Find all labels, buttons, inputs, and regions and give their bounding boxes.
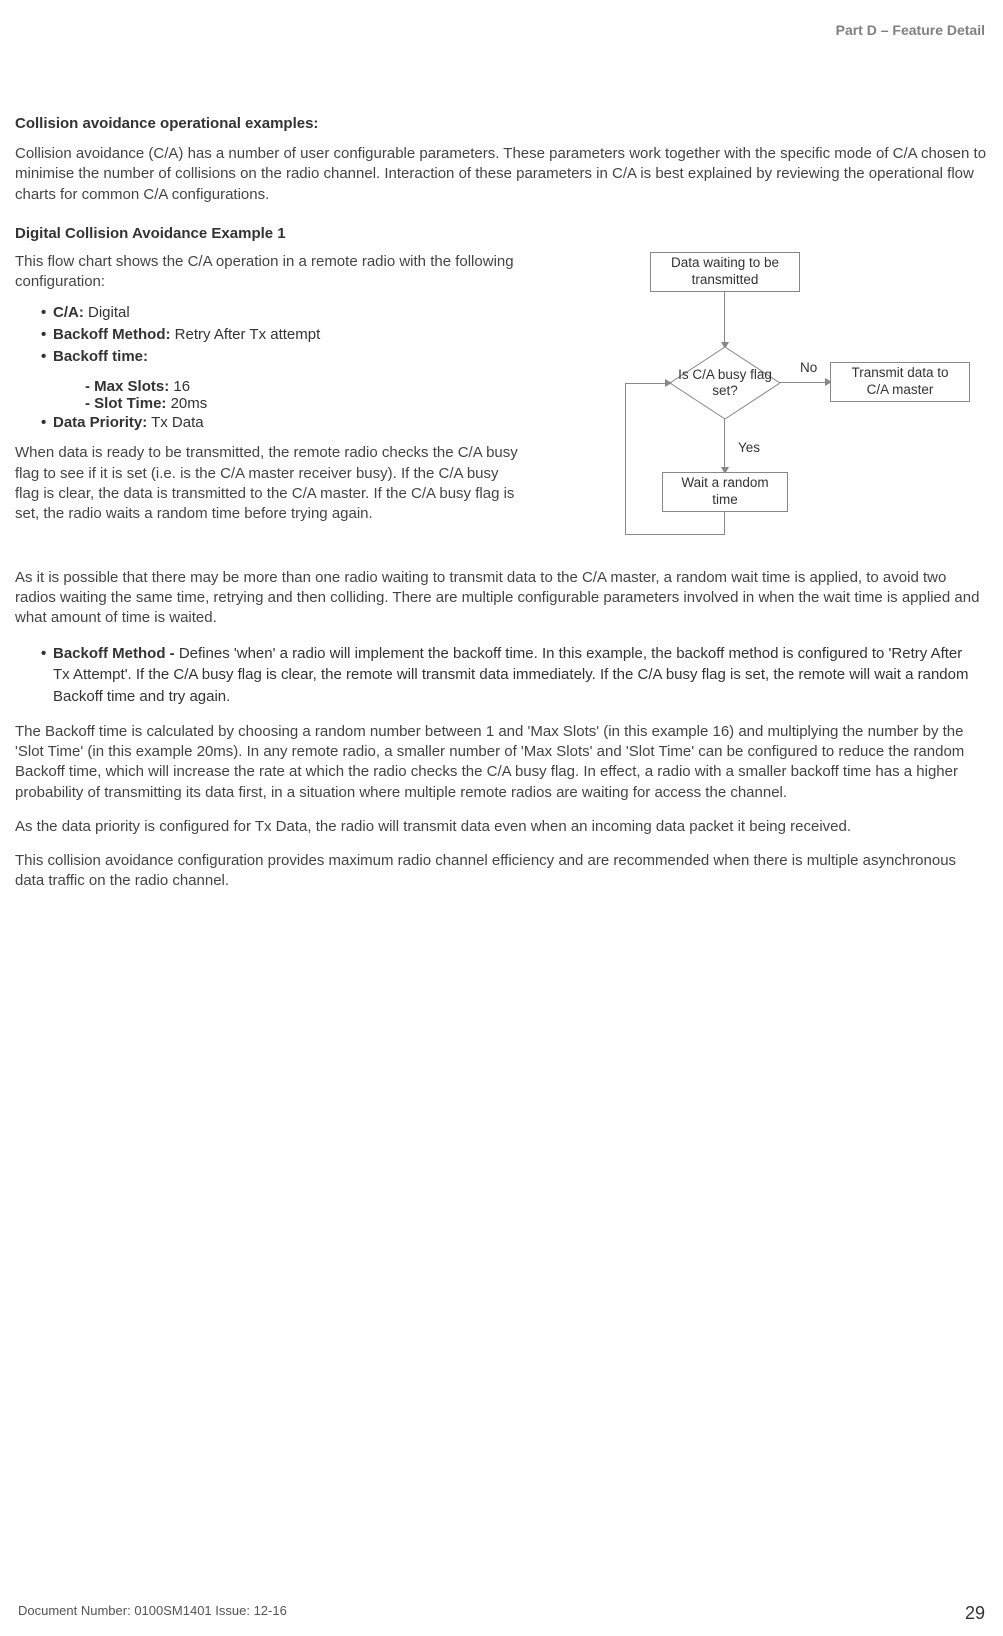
config-data-priority-value: Tx Data bbox=[147, 414, 203, 431]
fc-node-wait: Wait a random time bbox=[662, 472, 788, 512]
intro-paragraph: Collision avoidance (C/A) has a number o… bbox=[15, 144, 988, 205]
fc-node-transmit: Transmit data to C/A master bbox=[830, 362, 970, 402]
fc-loop-seg3 bbox=[625, 383, 626, 535]
config-backoff-method-label: Backoff Method: bbox=[53, 326, 171, 343]
fc-decision-label: Is C/A busy flag set? bbox=[670, 367, 780, 399]
config-backoff-method-value: Retry After Tx attempt bbox=[171, 326, 321, 343]
config-max-slots-label: Max Slots: bbox=[94, 378, 169, 395]
config-ca-value: Digital bbox=[84, 304, 130, 321]
fc-label-yes: Yes bbox=[738, 440, 760, 455]
example-title: Digital Collision Avoidance Example 1 bbox=[15, 225, 988, 242]
fc-loop-seg2 bbox=[625, 534, 725, 535]
config-sublist: Max Slots: 16 Slot Time: 20ms bbox=[85, 378, 525, 412]
footer-page-number: 29 bbox=[965, 1603, 985, 1624]
config-max-slots-value: 16 bbox=[169, 378, 190, 395]
config-data-priority: Data Priority: Tx Data bbox=[53, 412, 525, 434]
footer: Document Number: 0100SM1401 Issue: 12-16… bbox=[18, 1603, 985, 1624]
fc-label-no: No bbox=[800, 360, 817, 375]
config-ca-label: C/A: bbox=[53, 304, 84, 321]
two-column-region: This flow chart shows the C/A operation … bbox=[15, 252, 988, 562]
config-backoff-time: Backoff time: bbox=[53, 346, 525, 368]
para2: As it is possible that there may be more… bbox=[15, 568, 988, 629]
backoff-bullet-label: Backoff Method - bbox=[53, 645, 179, 662]
example-intro: This flow chart shows the C/A operation … bbox=[15, 252, 525, 293]
footer-doc-number: Document Number: 0100SM1401 Issue: 12-16 bbox=[18, 1603, 287, 1624]
config-backoff-method: Backoff Method: Retry After Tx attempt bbox=[53, 324, 525, 346]
config-list: C/A: Digital Backoff Method: Retry After… bbox=[53, 302, 525, 367]
config-data-priority-label: Data Priority: bbox=[53, 414, 147, 431]
para3: The Backoff time is calculated by choosi… bbox=[15, 722, 988, 803]
para4: As the data priority is configured for T… bbox=[15, 817, 988, 837]
config-backoff-time-label: Backoff time: bbox=[53, 348, 148, 365]
example-left-column: This flow chart shows the C/A operation … bbox=[15, 252, 525, 525]
fc-edge-decision-wait bbox=[724, 419, 725, 472]
config-slot-time-value: 20ms bbox=[166, 395, 207, 412]
fc-loop-seg4 bbox=[625, 383, 667, 384]
flowchart-column: Data waiting to be transmitted Is C/A bu… bbox=[545, 252, 988, 562]
fc-loop-seg1 bbox=[724, 512, 725, 534]
fc-node-decision: Is C/A busy flag set? bbox=[670, 347, 780, 419]
para5: This collision avoidance configuration p… bbox=[15, 851, 988, 892]
para1: When data is ready to be transmitted, th… bbox=[15, 443, 525, 524]
fc-node-start: Data waiting to be transmitted bbox=[650, 252, 800, 292]
fc-edge-start-decision bbox=[724, 292, 725, 347]
config-slot-time: Slot Time: 20ms bbox=[85, 395, 525, 412]
backoff-bullet-text: Defines 'when' a radio will implement th… bbox=[53, 645, 968, 706]
backoff-bullet-list: Backoff Method - Defines 'when' a radio … bbox=[53, 643, 988, 708]
config-slot-time-label: Slot Time: bbox=[94, 395, 166, 412]
config-ca: C/A: Digital bbox=[53, 302, 525, 324]
page: Part D – Feature Detail Collision avoida… bbox=[0, 0, 1003, 1636]
config-max-slots: Max Slots: 16 bbox=[85, 378, 525, 395]
fc-edge-decision-transmit bbox=[780, 382, 830, 383]
backoff-bullet: Backoff Method - Defines 'when' a radio … bbox=[53, 643, 988, 708]
section-title: Collision avoidance operational examples… bbox=[15, 115, 988, 132]
header-part-label: Part D – Feature Detail bbox=[836, 22, 985, 38]
flowchart: Data waiting to be transmitted Is C/A bu… bbox=[555, 252, 975, 562]
content-area: Collision avoidance operational examples… bbox=[15, 115, 988, 906]
config-list-2: Data Priority: Tx Data bbox=[53, 412, 525, 434]
